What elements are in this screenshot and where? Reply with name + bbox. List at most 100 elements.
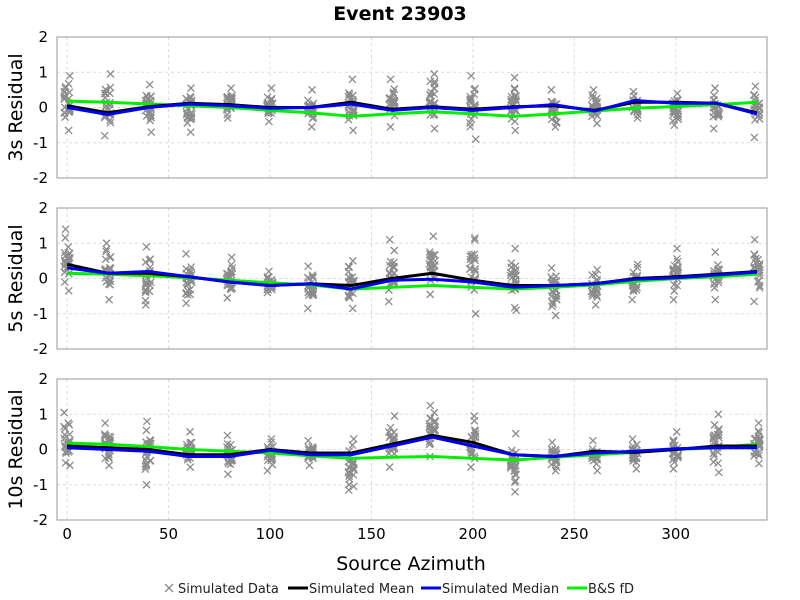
data-point — [755, 99, 764, 108]
x-tick-label: 250 — [560, 525, 589, 543]
data-point — [427, 88, 435, 97]
data-point — [670, 121, 679, 130]
data-point — [511, 244, 520, 253]
data-point — [632, 285, 641, 294]
data-point — [710, 279, 718, 288]
data-point — [142, 480, 151, 489]
data-point — [104, 452, 113, 461]
data-point — [386, 423, 395, 432]
data-point — [511, 487, 519, 496]
data-point — [267, 434, 276, 443]
data-point — [348, 256, 357, 265]
data-point — [142, 242, 151, 251]
data-point — [186, 84, 195, 93]
data-point — [551, 457, 560, 466]
data-point — [673, 244, 681, 253]
data-point — [100, 131, 109, 140]
data-point — [591, 300, 600, 309]
data-point — [227, 260, 236, 269]
data-point — [308, 271, 317, 280]
data-point — [754, 449, 763, 458]
data-point — [141, 285, 150, 294]
data-point — [104, 453, 113, 462]
data-point — [506, 464, 515, 472]
data-point — [751, 82, 760, 91]
data-point — [673, 264, 682, 273]
data-point — [511, 476, 520, 485]
y-tick-label: 0 — [38, 441, 48, 459]
data-point — [430, 408, 439, 417]
data-point — [142, 426, 151, 435]
data-point — [264, 117, 273, 126]
data-point — [470, 85, 479, 94]
y-tick-label: 2 — [38, 28, 48, 46]
data-point — [228, 456, 237, 465]
simulated-median-line — [66, 266, 757, 291]
data-point — [429, 84, 438, 93]
data-point — [755, 459, 763, 468]
data-point — [668, 116, 677, 125]
data-point — [709, 458, 718, 467]
data-point — [141, 288, 150, 297]
data-point — [426, 252, 435, 261]
data-point — [344, 267, 353, 276]
y-tick-label: -2 — [33, 169, 48, 187]
data-point — [510, 85, 519, 94]
data-point — [548, 445, 557, 454]
data-point — [141, 279, 150, 288]
data-point — [471, 135, 480, 144]
data-point — [183, 280, 192, 289]
y-tick-label: -1 — [33, 134, 48, 152]
data-point — [390, 412, 399, 420]
data-point — [751, 449, 760, 458]
data-point — [429, 232, 438, 241]
data-point — [510, 466, 519, 475]
simulated-median-line — [66, 98, 758, 117]
data-point — [673, 254, 681, 263]
data-point — [592, 100, 601, 109]
y-tick-label: 1 — [38, 63, 48, 81]
data-point — [551, 272, 560, 281]
y-axis-label: 5s Residual — [5, 224, 27, 332]
data-point — [547, 263, 556, 272]
data-point — [267, 285, 276, 294]
y-axis-label: 3s Residual — [5, 53, 27, 161]
data-point — [389, 88, 398, 97]
data-point — [672, 110, 681, 119]
data-point — [430, 70, 439, 78]
data-point — [510, 478, 519, 487]
data-point — [182, 264, 191, 273]
data-point — [106, 253, 114, 262]
data-point — [673, 89, 682, 98]
data-point — [102, 239, 111, 248]
data-point — [592, 459, 601, 468]
data-point — [186, 290, 195, 299]
data-point — [186, 92, 195, 101]
data-point — [263, 288, 272, 297]
data-point — [512, 271, 520, 280]
data-point — [389, 263, 398, 272]
data-point — [547, 85, 556, 94]
data-point — [142, 417, 151, 426]
data-point — [548, 298, 557, 306]
y-tick-label: 2 — [38, 370, 48, 388]
data-point — [551, 311, 560, 320]
data-point — [385, 463, 394, 472]
data-point — [593, 119, 601, 128]
x-tick-label: 100 — [256, 525, 285, 543]
data-point — [386, 75, 395, 84]
data-point — [345, 480, 353, 489]
data-point — [714, 410, 723, 419]
data-point — [304, 436, 313, 445]
data-point — [385, 433, 394, 442]
data-point — [425, 440, 434, 449]
data-point — [755, 283, 764, 292]
data-point — [65, 88, 74, 97]
x-tick-label: 50 — [159, 525, 178, 543]
data-point — [628, 442, 637, 451]
data-point — [384, 297, 393, 306]
data-point — [227, 84, 236, 93]
y-tick-label: 0 — [38, 270, 48, 288]
data-point — [267, 94, 276, 103]
